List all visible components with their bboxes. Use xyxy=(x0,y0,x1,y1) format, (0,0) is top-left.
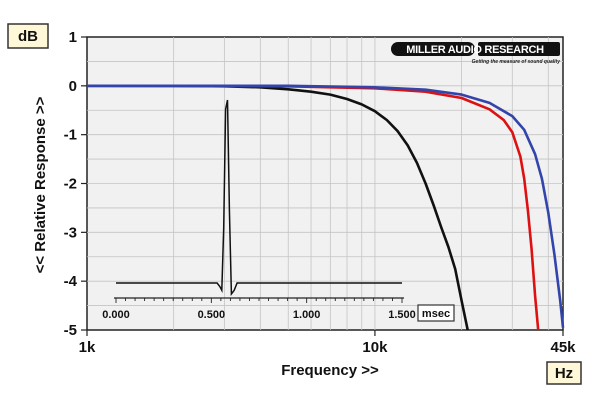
y-tick-label: -3 xyxy=(64,224,77,241)
brand-logo: MILLER AUDIO RESEARCH Getting the measur… xyxy=(391,42,560,65)
y-tick-label: -1 xyxy=(64,127,77,144)
inset-x-ticks: 0.000 0.500 1.000 1.500 xyxy=(102,298,416,321)
inset-tick-label: 1.500 xyxy=(388,309,416,321)
x-tick-label: 45k xyxy=(550,339,576,356)
logo-bar-right xyxy=(478,42,560,56)
impulse-trace xyxy=(116,99,402,297)
y-tick-label: -4 xyxy=(64,273,78,290)
inset-unit-box xyxy=(417,304,455,322)
logo-tagline: Getting the measure of sound quality xyxy=(472,59,561,65)
inset-unit-label: msec xyxy=(422,308,450,320)
y-tick-label: -5 xyxy=(64,322,77,339)
inset-tick-label: 0.000 xyxy=(102,309,130,321)
series-lines xyxy=(86,84,565,331)
x-unit-box xyxy=(546,361,582,385)
y-unit-label: dB xyxy=(18,28,38,45)
y-unit-box xyxy=(7,23,49,49)
x-unit-label: Hz xyxy=(555,365,573,382)
x-axis-ticks: 1k 10k 45k xyxy=(79,330,576,356)
y-tick-label: 1 xyxy=(69,29,77,46)
y-tick-label: -2 xyxy=(64,176,77,193)
inset-tick-label: 0.500 xyxy=(198,309,226,321)
logo-bar-left xyxy=(391,42,475,56)
x-tick-label: 1k xyxy=(79,339,96,356)
logo-text: MILLER AUDIO RESEARCH xyxy=(406,44,544,56)
impulse-response-inset: 0.000 0.500 1.000 1.500 msec xyxy=(102,99,455,322)
x-tick-label: 10k xyxy=(362,339,388,356)
series-line-3 xyxy=(87,84,565,328)
y-axis-ticks: 1 0 -1 -2 -3 -4 -5 xyxy=(64,29,87,339)
series-line-1 xyxy=(87,84,469,331)
x-axis-title: Frequency >> xyxy=(281,362,379,379)
y-tick-label: 0 xyxy=(69,78,77,95)
y-axis-title: << Relative Response >> xyxy=(32,96,49,273)
inset-tick-label: 1.000 xyxy=(293,309,321,321)
